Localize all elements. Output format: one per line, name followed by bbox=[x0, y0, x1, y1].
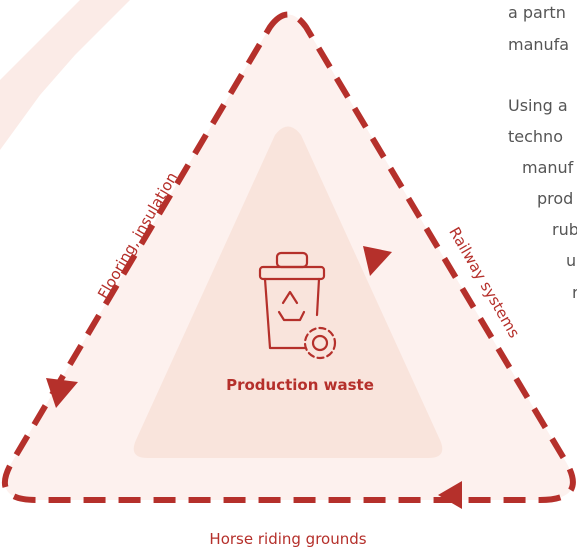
side-text-line: us bbox=[566, 251, 577, 270]
side-text: a partn manufa Using a techno manuf prod rub us… bbox=[508, 3, 577, 302]
side-text-line: Using a bbox=[508, 96, 568, 115]
side-text-line: prod bbox=[537, 189, 573, 208]
center-label: Production waste bbox=[226, 376, 374, 394]
side-text-line: rub bbox=[552, 220, 577, 239]
side-text-line: techno bbox=[508, 127, 563, 146]
arrow-bottom bbox=[438, 481, 462, 509]
arrow-right bbox=[363, 246, 392, 276]
side-text-line: r bbox=[572, 283, 577, 302]
waste-icon bbox=[258, 251, 337, 360]
side-text-line: manuf bbox=[522, 158, 574, 177]
background-shape bbox=[0, 0, 130, 150]
side-text-line: a partn bbox=[508, 3, 566, 22]
side-text-line: manufa bbox=[508, 35, 569, 54]
arrow-left bbox=[46, 378, 78, 408]
inner-triangle bbox=[133, 126, 443, 458]
edge-label: Horse riding grounds bbox=[209, 530, 366, 548]
